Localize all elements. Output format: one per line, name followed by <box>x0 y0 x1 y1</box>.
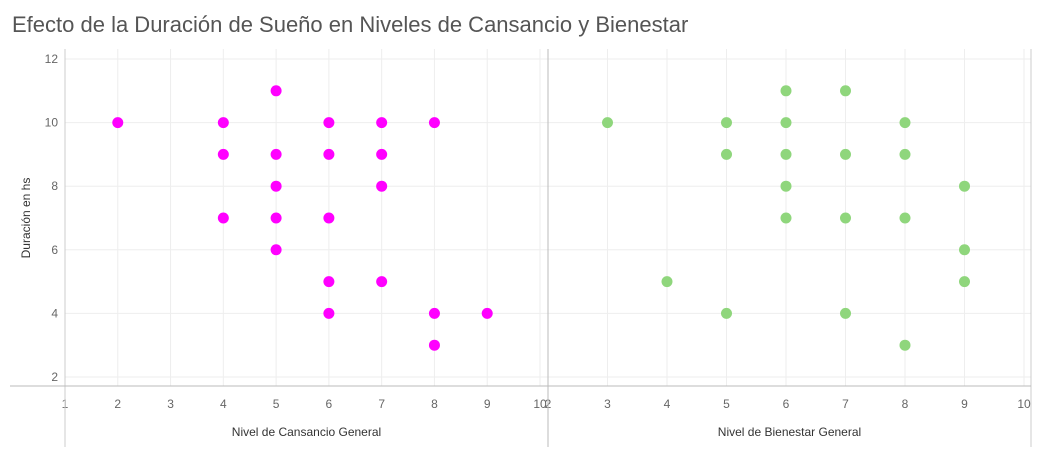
data-point <box>959 276 970 288</box>
data-point <box>270 212 282 224</box>
x-tick-label: 9 <box>961 397 968 411</box>
data-point <box>323 212 335 224</box>
x-tick-label: 4 <box>664 397 671 411</box>
y-tick-label: 12 <box>45 52 59 66</box>
x-tick-label: 6 <box>783 397 790 411</box>
data-point <box>376 117 388 129</box>
x-tick-label: 5 <box>273 397 280 411</box>
data-point <box>602 117 613 129</box>
data-point <box>323 148 335 160</box>
data-point <box>323 307 335 319</box>
x-tick-label: 9 <box>484 397 491 411</box>
x-tick-label: 2 <box>114 397 121 411</box>
data-point <box>428 339 440 351</box>
chart-title: Efecto de la Duración de Sueño en Nivele… <box>12 12 689 37</box>
data-point <box>780 85 792 97</box>
data-point <box>376 148 388 160</box>
y-tick-label: 2 <box>51 370 58 384</box>
data-point <box>721 307 732 319</box>
data-point <box>112 117 124 129</box>
data-point <box>840 307 851 319</box>
x-tick-label: 3 <box>604 397 611 411</box>
x-tick-label: 10 <box>1017 397 1031 411</box>
data-point <box>899 339 911 351</box>
data-point <box>840 148 851 160</box>
data-point <box>780 117 792 129</box>
data-point <box>899 212 911 224</box>
x-tick-label: 7 <box>378 397 385 411</box>
data-point <box>270 180 282 192</box>
data-point <box>780 148 792 160</box>
data-point <box>780 212 792 224</box>
data-point <box>721 117 732 129</box>
data-point <box>217 117 229 129</box>
y-tick-label: 6 <box>51 243 58 257</box>
x-tick-label: 7 <box>842 397 849 411</box>
data-point <box>270 85 282 97</box>
data-point <box>840 212 851 224</box>
data-point <box>428 117 440 129</box>
data-point <box>899 148 911 160</box>
y-tick-label: 4 <box>51 306 58 320</box>
data-point <box>428 307 440 319</box>
data-point <box>323 276 335 288</box>
x-tick-label: 3 <box>167 397 174 411</box>
x-tick-label: 8 <box>902 397 909 411</box>
y-axis-title: Duración en hs <box>19 178 33 259</box>
data-point <box>323 117 335 129</box>
y-tick-label: 8 <box>51 179 58 193</box>
data-point <box>270 244 282 256</box>
data-point <box>481 307 493 319</box>
data-point <box>661 276 673 288</box>
data-point <box>217 148 229 160</box>
data-point <box>899 117 911 129</box>
x-tick-label: 8 <box>431 397 438 411</box>
x-axis-title: Nivel de Bienestar General <box>718 425 861 439</box>
x-tick-label: 6 <box>326 397 333 411</box>
data-point <box>376 180 388 192</box>
data-point <box>959 244 970 256</box>
data-point <box>270 148 282 160</box>
data-point <box>840 85 851 97</box>
y-tick-label: 10 <box>45 116 59 130</box>
data-point <box>376 276 388 288</box>
x-axis-title: Nivel de Cansancio General <box>232 425 381 439</box>
x-tick-label: 4 <box>220 397 227 411</box>
data-point <box>959 180 970 192</box>
data-point <box>721 148 732 160</box>
x-tick-label: 10 <box>533 397 547 411</box>
x-tick-label: 5 <box>723 397 730 411</box>
data-point <box>780 180 792 192</box>
data-point <box>217 212 229 224</box>
